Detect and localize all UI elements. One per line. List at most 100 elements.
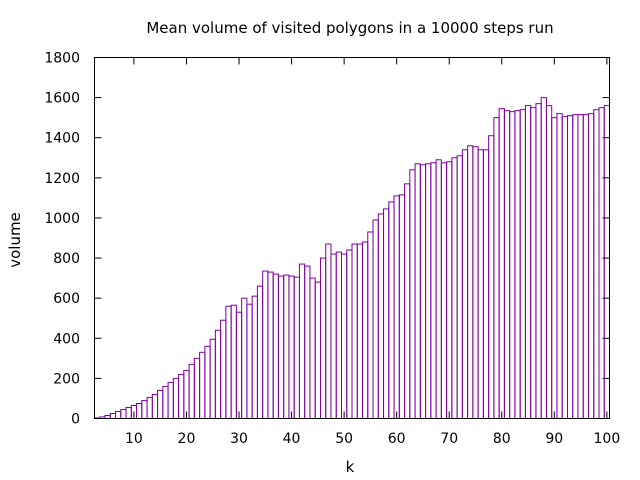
bar [241,297,248,420]
bar [467,145,474,420]
bar [351,243,358,419]
y-tick-label: 200 [53,371,80,387]
bar [314,281,321,419]
bar [398,194,406,419]
bar [598,107,605,419]
bar [362,241,369,419]
bar [383,208,390,419]
bar [330,253,337,419]
bar [356,243,364,419]
bar [214,329,222,420]
bar [587,113,595,419]
bar [115,410,122,420]
bar [498,108,505,419]
y-tick-label: 1800 [44,51,80,67]
bar [204,345,211,419]
bar [188,363,195,420]
bar [493,117,500,419]
x-tick-label: 90 [545,431,563,447]
bar [456,155,463,420]
bar [582,114,589,419]
bar [277,275,285,419]
x-tick-label: 20 [178,431,196,447]
x-tick-label: 30 [230,431,248,447]
bar [472,146,479,419]
bar [446,161,453,419]
x-tick-label: 40 [283,431,301,447]
bar [256,285,264,419]
x-axis-label: k [346,458,355,476]
bar [540,97,547,420]
y-axis-ticks: 0 200 400 600 800 1000 1200 1400 1600 1800 [44,51,610,428]
bar [298,263,306,419]
bar [267,271,274,419]
bar [524,105,532,419]
bar [535,103,542,419]
bar [151,393,159,419]
bar [451,157,458,419]
bar [199,351,206,420]
bar [509,111,516,420]
y-tick-label: 1600 [44,91,80,107]
bar [309,277,316,419]
bar [435,159,442,419]
bar [503,110,511,420]
y-tick-label: 400 [53,331,80,347]
bar [157,389,164,420]
x-tick-label: 50 [335,431,353,447]
bar [235,311,243,419]
bar [109,412,117,419]
bar [125,406,132,420]
y-tick-label: 800 [53,251,80,267]
bar [514,110,521,420]
bar [545,105,553,419]
x-axis-ticks: 10 20 30 40 50 60 70 80 90 100 [125,57,620,447]
bar [120,408,127,420]
y-axis-label: volume [6,212,24,268]
x-tick-label: 60 [388,431,406,447]
bar [425,163,432,419]
bar [209,338,216,419]
bar [388,201,395,419]
y-tick-label: 600 [53,291,80,307]
bar [393,195,400,419]
bar [593,109,600,419]
y-tick-label: 1000 [44,211,80,227]
y-tick-label: 0 [71,412,80,428]
bar [603,105,610,419]
bar [367,231,374,419]
bar [225,305,232,419]
x-tick-label: 70 [440,431,458,447]
bar [572,114,579,419]
bar [461,149,469,419]
bar [172,377,180,420]
bar [335,251,342,419]
bar [146,396,153,420]
bar [288,275,295,419]
bar [566,115,574,419]
y-tick-label: 1400 [44,131,80,147]
bar [162,385,169,420]
bar [404,183,411,419]
bar [293,276,300,419]
bar [440,162,448,419]
bar [141,399,148,420]
x-tick-label: 10 [125,431,143,447]
bar [377,213,385,419]
bar [577,114,584,419]
bar [340,253,348,419]
y-tick-label: 1200 [44,171,80,187]
bar [136,402,143,419]
bar [419,164,427,419]
bar [561,116,568,419]
bar [530,107,537,419]
chart-title: Mean volume of visited polygons in a 100… [146,19,553,37]
bar [319,257,327,419]
bar [283,274,290,419]
bar [551,117,558,419]
bar [262,270,269,419]
bar [519,109,526,419]
bar [414,163,421,419]
bar [430,162,437,419]
